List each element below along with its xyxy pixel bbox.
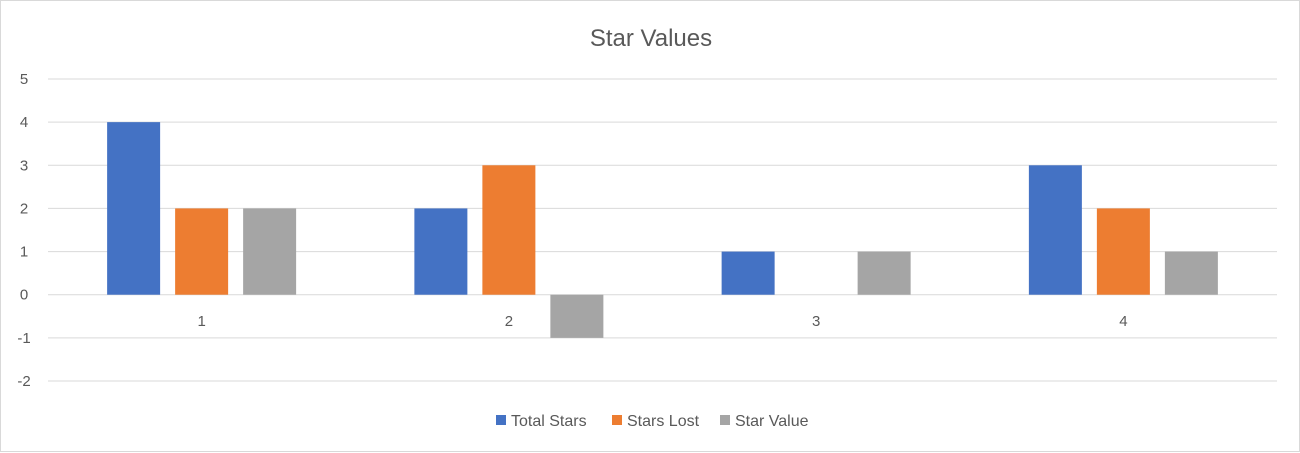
bar-star-value: [550, 294, 604, 338]
bar-stars-lost: [1096, 208, 1150, 295]
bar-stars-lost: [482, 165, 536, 295]
y-tick-label: 4: [20, 114, 28, 131]
bars: [107, 122, 1218, 338]
legend-swatch: [612, 415, 622, 425]
bar-total-stars: [1028, 165, 1082, 295]
y-tick-label: 1: [20, 244, 28, 261]
y-axis-ticks: 5 4 3 2 1 0 -1 -2: [17, 71, 30, 390]
bar-star-value: [857, 251, 911, 295]
x-tick-label: 4: [1119, 313, 1127, 330]
x-tick-label: 2: [505, 313, 513, 330]
y-tick-label: 3: [20, 157, 28, 174]
bar-stars-lost: [175, 208, 229, 295]
x-axis-ticks: 1 2 3 4: [197, 313, 1127, 330]
y-tick-label: 0: [20, 287, 28, 304]
legend-label: Total Stars: [511, 413, 587, 430]
y-tick-label: 2: [20, 200, 28, 217]
bar-total-stars: [721, 251, 775, 295]
legend-label: Stars Lost: [627, 413, 700, 430]
y-tick-label: -1: [17, 330, 30, 347]
gridlines: [48, 78, 1277, 382]
bar-total-stars: [107, 122, 161, 295]
bar-total-stars: [414, 208, 468, 295]
legend: Total Stars Stars Lost Star Value: [496, 413, 809, 430]
bar-star-value: [1164, 251, 1218, 295]
legend-label: Star Value: [735, 413, 809, 430]
y-tick-label: 5: [20, 71, 28, 88]
x-tick-label: 1: [197, 313, 205, 330]
legend-swatch: [496, 415, 506, 425]
x-tick-label: 3: [812, 313, 820, 330]
legend-swatch: [720, 415, 730, 425]
y-tick-label: -2: [17, 373, 30, 390]
bar-star-value: [243, 208, 297, 295]
chart-title: Star Values: [590, 25, 712, 52]
